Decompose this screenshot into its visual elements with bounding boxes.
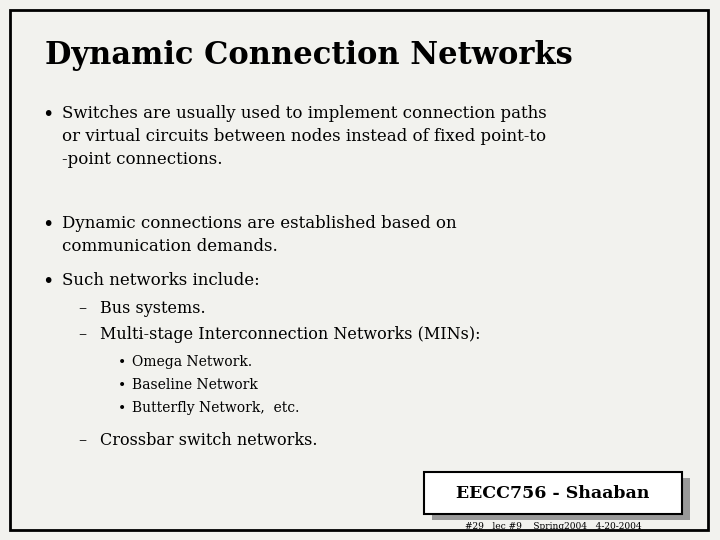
Text: •: •: [118, 378, 126, 392]
Text: •: •: [42, 215, 53, 234]
Text: –: –: [78, 326, 86, 343]
Text: •: •: [42, 272, 53, 291]
Text: Crossbar switch networks.: Crossbar switch networks.: [100, 432, 318, 449]
Text: #29   lec #9    Spring2004   4-20-2004: #29 lec #9 Spring2004 4-20-2004: [464, 522, 642, 531]
Text: •: •: [118, 355, 126, 369]
Text: EECC756 - Shaaban: EECC756 - Shaaban: [456, 484, 649, 502]
Text: •: •: [42, 105, 53, 124]
Text: Switches are usually used to implement connection paths
or virtual circuits betw: Switches are usually used to implement c…: [62, 105, 546, 168]
Text: Dynamic connections are established based on
communication demands.: Dynamic connections are established base…: [62, 215, 456, 255]
Bar: [432, 478, 690, 520]
Bar: [424, 472, 682, 514]
Text: –: –: [78, 300, 86, 317]
Text: Butterfly Network,  etc.: Butterfly Network, etc.: [132, 401, 300, 415]
Text: Bus systems.: Bus systems.: [100, 300, 206, 317]
Text: Dynamic Connection Networks: Dynamic Connection Networks: [45, 40, 572, 71]
Text: Such networks include:: Such networks include:: [62, 272, 260, 289]
Text: Baseline Network: Baseline Network: [132, 378, 258, 392]
Text: –: –: [78, 432, 86, 449]
Text: Omega Network.: Omega Network.: [132, 355, 252, 369]
Text: •: •: [118, 401, 126, 415]
Text: Multi-stage Interconnection Networks (MINs):: Multi-stage Interconnection Networks (MI…: [100, 326, 480, 343]
